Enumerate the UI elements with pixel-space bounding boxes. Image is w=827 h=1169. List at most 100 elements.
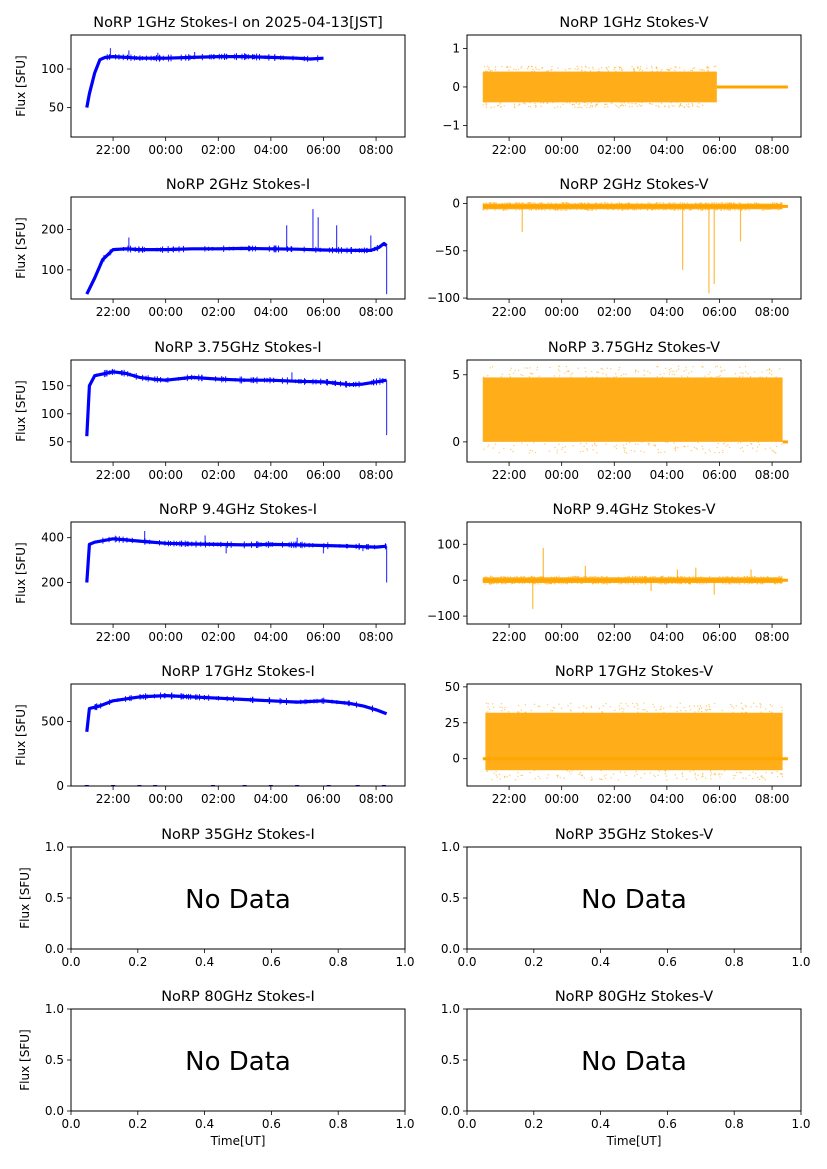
- x-tick-label: 08:00: [359, 143, 394, 157]
- noise-point: [565, 582, 567, 584]
- y-axis-label: Flux [SFU]: [18, 1029, 32, 1090]
- noise-point: [647, 370, 649, 373]
- noise-point: [508, 69, 510, 71]
- noise-point: [745, 705, 748, 708]
- y-axis-label: Flux [SFU]: [14, 217, 28, 278]
- noise-point: [673, 576, 675, 578]
- noise-point: [657, 448, 659, 451]
- noise-point: [549, 366, 551, 369]
- noise-point: [596, 376, 598, 379]
- plot-area: [482, 201, 788, 294]
- noise-point: [655, 104, 657, 107]
- noise-point: [673, 209, 675, 211]
- noise-point: [771, 373, 773, 376]
- noise-point: [583, 445, 585, 448]
- noise-point: [590, 779, 593, 781]
- noise-point: [624, 202, 627, 205]
- noise-point: [600, 769, 602, 772]
- noise-point: [669, 705, 672, 707]
- noise-point: [537, 705, 539, 708]
- noise-point: [660, 708, 662, 710]
- noise-point: [621, 104, 623, 106]
- noise-point: [612, 208, 615, 211]
- noise-point: [528, 202, 530, 204]
- noise-point: [704, 452, 707, 454]
- noise-point: [654, 444, 656, 446]
- noise-point: [733, 582, 736, 585]
- series-line: [85, 693, 388, 732]
- noise-point: [624, 104, 627, 107]
- noise-point: [517, 104, 519, 107]
- x-tick-label: 22:00: [492, 630, 527, 644]
- noise-point: [751, 576, 754, 578]
- noise-point: [577, 106, 579, 109]
- noise-point: [763, 576, 765, 578]
- noise-point: [601, 711, 603, 713]
- noise-point: [528, 452, 531, 454]
- noise-point: [533, 442, 535, 444]
- noise-point: [553, 582, 555, 584]
- noise-point: [597, 70, 599, 73]
- noise-point: [734, 209, 736, 211]
- noise-point: [780, 443, 783, 446]
- noise-point: [636, 711, 639, 713]
- noise-point: [503, 775, 506, 778]
- x-tick-label: 0.8: [725, 955, 744, 969]
- noise-point: [607, 208, 609, 211]
- subplot-title: NoRP 35GHz Stokes-V: [555, 827, 713, 843]
- x-tick-label: 06:00: [306, 630, 341, 644]
- noise-point: [763, 777, 765, 779]
- noise-point: [756, 776, 759, 779]
- noise-point: [550, 69, 552, 72]
- noise-point: [526, 367, 529, 369]
- x-tick-label: 08:00: [755, 305, 790, 319]
- y-axis-label: Flux [SFU]: [14, 704, 28, 765]
- noise-point: [556, 449, 559, 451]
- noise-point: [565, 201, 567, 204]
- noise-point: [674, 201, 676, 204]
- noise-point: [518, 208, 521, 211]
- noise-point: [626, 576, 629, 578]
- noise-point: [668, 106, 670, 108]
- noise-point: [503, 708, 506, 711]
- noise-point: [502, 209, 505, 211]
- noise-point: [546, 583, 549, 585]
- y-tick-label: 0: [56, 779, 64, 793]
- noise-point: [740, 372, 742, 374]
- noise-point: [673, 442, 675, 444]
- noise-point: [716, 209, 718, 211]
- noise-point: [769, 447, 771, 449]
- noise-point: [509, 376, 512, 378]
- noise-point: [617, 576, 620, 578]
- noise-point: [504, 202, 506, 204]
- plot-area: [85, 368, 388, 437]
- noise-point: [577, 367, 579, 370]
- noise-point: [557, 208, 560, 211]
- noise-point: [707, 67, 710, 69]
- noise-point: [489, 575, 492, 578]
- x-tick-label: 0.4: [195, 955, 214, 969]
- x-tick-label: 02:00: [201, 792, 236, 806]
- noise-point: [515, 69, 517, 71]
- noise-point: [680, 583, 682, 585]
- noise-point: [550, 576, 553, 578]
- noise-point: [778, 575, 780, 578]
- noise-point: [580, 582, 582, 585]
- noise-point: [597, 576, 599, 578]
- noise-point: [566, 583, 568, 585]
- subplot-v1: 22:00 00:00 02:00 04:00 06:00 08:00 −1 0 1 NoRP 1…: [442, 15, 802, 157]
- axes-frame: [70, 683, 406, 787]
- noise-point: [749, 376, 752, 378]
- noise-point: [647, 202, 649, 204]
- noise-point: [486, 576, 488, 578]
- noise-point: [557, 365, 560, 367]
- noise-point: [567, 202, 569, 204]
- y-axis-label: Flux [SFU]: [14, 380, 28, 441]
- noise-point: [569, 67, 572, 70]
- noise-point: [515, 575, 518, 578]
- noise-point: [559, 365, 561, 368]
- noise-point: [659, 201, 661, 204]
- noise-point: [535, 68, 538, 70]
- noise-point: [574, 68, 576, 70]
- plot-area: [85, 530, 388, 583]
